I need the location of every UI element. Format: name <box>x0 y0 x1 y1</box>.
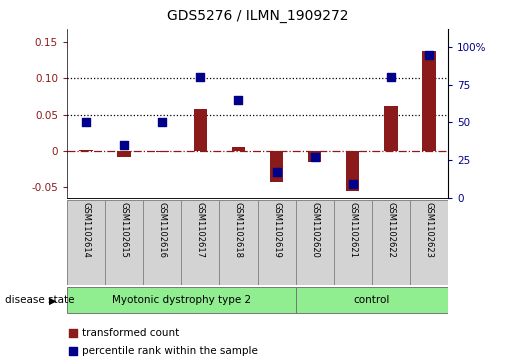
Point <box>158 119 166 125</box>
Text: ▶: ▶ <box>49 295 57 305</box>
Bar <box>194 110 207 151</box>
Point <box>120 142 128 148</box>
Point <box>387 74 395 80</box>
Point <box>196 74 204 80</box>
Text: percentile rank within the sample: percentile rank within the sample <box>82 346 258 356</box>
Point <box>272 169 281 175</box>
Text: disease state: disease state <box>5 295 75 305</box>
FancyBboxPatch shape <box>296 287 448 313</box>
Bar <box>422 51 436 151</box>
Text: GSM1102617: GSM1102617 <box>196 202 205 258</box>
Point <box>82 119 90 125</box>
FancyBboxPatch shape <box>67 200 448 285</box>
Text: GSM1102622: GSM1102622 <box>386 202 396 258</box>
Point <box>425 52 433 58</box>
Text: GDS5276 / ILMN_1909272: GDS5276 / ILMN_1909272 <box>167 9 348 23</box>
Bar <box>270 151 283 182</box>
Text: control: control <box>354 295 390 305</box>
Text: GSM1102621: GSM1102621 <box>348 202 357 258</box>
Bar <box>232 147 245 151</box>
Text: GSM1102614: GSM1102614 <box>81 202 91 258</box>
Text: transformed count: transformed count <box>82 328 179 338</box>
Bar <box>156 151 169 152</box>
Point <box>349 182 357 187</box>
Bar <box>308 151 321 162</box>
Text: GSM1102619: GSM1102619 <box>272 202 281 258</box>
Bar <box>117 151 131 156</box>
Point <box>234 97 243 103</box>
FancyBboxPatch shape <box>67 287 296 313</box>
Text: GSM1102616: GSM1102616 <box>158 202 167 258</box>
Point <box>311 154 319 160</box>
Text: GSM1102615: GSM1102615 <box>119 202 129 258</box>
Bar <box>346 151 359 191</box>
Point <box>305 266 314 272</box>
Text: Myotonic dystrophy type 2: Myotonic dystrophy type 2 <box>112 295 251 305</box>
Point <box>305 101 314 106</box>
Text: GSM1102623: GSM1102623 <box>424 202 434 258</box>
Bar <box>384 106 398 151</box>
Text: GSM1102620: GSM1102620 <box>310 202 319 258</box>
Text: GSM1102618: GSM1102618 <box>234 202 243 258</box>
Bar <box>79 150 93 151</box>
